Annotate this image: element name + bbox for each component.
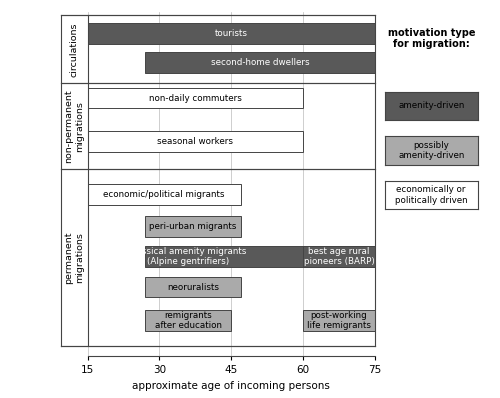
Bar bbox=[88, 184, 241, 205]
Text: economic/political migrants: economic/political migrants bbox=[104, 190, 225, 199]
Bar bbox=[303, 310, 375, 331]
Text: neoruralists: neoruralists bbox=[167, 283, 219, 291]
Text: motivation type
for migration:: motivation type for migration: bbox=[388, 28, 475, 49]
Text: non-permanent
migrations: non-permanent migrations bbox=[64, 90, 84, 163]
Bar bbox=[88, 88, 303, 109]
Bar bbox=[88, 131, 303, 152]
Text: best age rural
pioneers (BARP): best age rural pioneers (BARP) bbox=[304, 247, 374, 266]
Bar bbox=[145, 52, 375, 73]
Text: second-home dwellers: second-home dwellers bbox=[210, 58, 310, 67]
Text: possibly
amenity-driven: possibly amenity-driven bbox=[398, 141, 464, 160]
Bar bbox=[145, 310, 231, 331]
Text: seasonal workers: seasonal workers bbox=[158, 137, 234, 146]
Text: economically or
politically driven: economically or politically driven bbox=[395, 185, 468, 205]
Text: remigrants
after education: remigrants after education bbox=[154, 311, 222, 330]
Text: non-daily commuters: non-daily commuters bbox=[149, 94, 242, 103]
Bar bbox=[303, 246, 375, 267]
X-axis label: approximate age of incoming persons: approximate age of incoming persons bbox=[132, 381, 330, 391]
Bar bbox=[88, 23, 375, 44]
Bar bbox=[145, 246, 375, 267]
Text: circulations: circulations bbox=[70, 22, 79, 77]
Bar bbox=[145, 216, 241, 237]
Text: tourists: tourists bbox=[215, 29, 248, 38]
Text: amenity-driven: amenity-driven bbox=[398, 101, 464, 110]
Text: classical amenity migrants
(Alpine gentrifiers): classical amenity migrants (Alpine gentr… bbox=[130, 247, 247, 266]
Text: permanent
migrations: permanent migrations bbox=[64, 231, 84, 284]
Bar bbox=[145, 277, 241, 297]
Text: post-working
life remigrants: post-working life remigrants bbox=[307, 311, 371, 330]
Text: peri-urban migrants: peri-urban migrants bbox=[149, 222, 236, 231]
